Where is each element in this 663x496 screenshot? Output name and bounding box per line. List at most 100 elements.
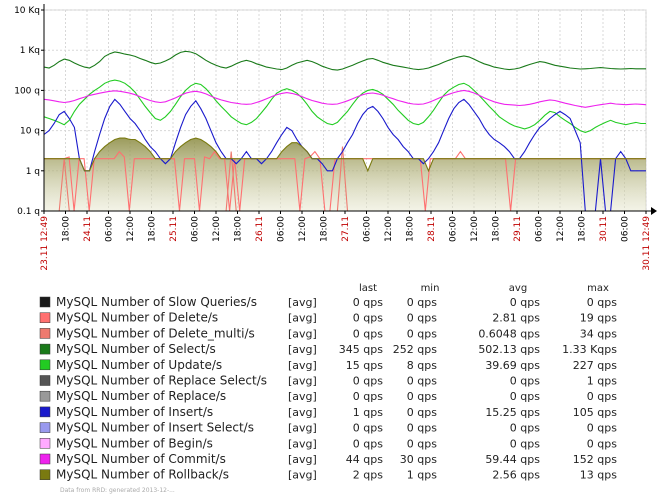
legend-last-value: 0 qps (353, 422, 383, 435)
legend-avg-value: 15.25 qps (485, 406, 540, 419)
legend-avg-value: 0 qps (510, 390, 540, 403)
y-axis-ticks: 0.1 q 1 q 10 q 100 q 1 Kq 10 Kq (14, 6, 44, 217)
legend-header-last: last (359, 283, 377, 294)
legend-max-value: 1 qps (587, 375, 617, 388)
legend-series-name: MySQL Number of Delete/s (56, 311, 218, 325)
x-tick-label: 06:00 (363, 216, 373, 242)
legend-swatch (39, 312, 51, 323)
legend-series-name: MySQL Number of Begin/s (56, 436, 213, 450)
legend-func: [avg] (288, 296, 317, 309)
legend-header-min: min (421, 283, 440, 294)
legend-series-name: MySQL Number of Insert/s (56, 405, 213, 419)
legend-swatch (39, 328, 51, 339)
legend-swatch (39, 422, 51, 433)
legend-max-value: 105 qps (573, 406, 617, 419)
y-tick-label: 10 q (20, 127, 40, 137)
legend-max-value: 13 qps (580, 469, 617, 482)
legend-func: [avg] (288, 453, 317, 466)
x-tick-label: 12:00 (470, 216, 480, 242)
legend-max-value: 19 qps (580, 312, 617, 325)
footer-note: Data from RRD: generated 2013-12-... (60, 487, 175, 494)
x-tick-label: 18:00 (578, 216, 588, 242)
x-tick-label: 18:00 (320, 216, 330, 242)
legend-func: [avg] (288, 469, 317, 482)
legend-avg-value: 2.81 qps (492, 312, 540, 325)
legend-avg-value: 0 qps (510, 375, 540, 388)
x-tick-label: 29.11 (513, 216, 523, 242)
x-tick-label: 18:00 (492, 216, 502, 242)
legend-min-value: 0 qps (407, 312, 437, 325)
x-tick-label: 18:00 (234, 216, 244, 242)
legend-min-value: 0 qps (407, 296, 437, 309)
legend-swatch (39, 375, 51, 386)
legend-series-name: MySQL Number of Slow Queries/s (56, 295, 257, 309)
legend-func: [avg] (288, 327, 317, 340)
legend-min-value: 0 qps (407, 390, 437, 403)
legend-avg-value: 502.13 qps (478, 343, 540, 356)
legend-max-value: 34 qps (580, 327, 617, 340)
legend-last-value: 44 qps (346, 453, 383, 466)
x-axis-ticks: 23.11 12:49 18:00 24.11 06:00 12:00 18:00 25.1… (40, 211, 652, 271)
legend-min-value: 0 qps (407, 406, 437, 419)
legend-series-name: MySQL Number of Delete_multi/s (56, 326, 255, 340)
series-line-11 (44, 137, 646, 173)
legend-swatch (39, 359, 51, 371)
legend-avg-value: 59.44 qps (485, 453, 540, 466)
legend-last-value: 1 qps (353, 406, 383, 419)
legend-func: [avg] (288, 312, 317, 325)
x-tick-label: 23.11 12:49 (40, 216, 50, 271)
legend-func: [avg] (288, 390, 317, 403)
legend-series-name: MySQL Number of Rollback/s (56, 468, 229, 482)
y-tick-label: 1 Kq (20, 46, 40, 56)
legend-func: [avg] (288, 359, 317, 372)
legend-max-value: 0 qps (587, 437, 617, 450)
legend-min-value: 0 qps (407, 327, 437, 340)
series-line-3 (43, 50, 646, 71)
legend-swatch (39, 390, 51, 402)
legend-last-value: 0 qps (353, 437, 383, 450)
legend-swatch (39, 406, 51, 418)
x-tick-label: 06:00 (277, 216, 287, 242)
legend-min-value: 252 qps (393, 343, 437, 356)
legend-func: [avg] (288, 422, 317, 435)
legend-min-value: 0 qps (407, 422, 437, 435)
x-tick-label: 12:00 (556, 216, 566, 242)
x-tick-label: 06:00 (621, 216, 631, 242)
legend-max-value: 0 qps (587, 390, 617, 403)
legend-avg-value: 0 qps (510, 422, 540, 435)
legend: last min avg max MySQL Number of Slow Querie… (39, 283, 617, 482)
series-line-10 (43, 89, 647, 108)
legend-max-value: 0 qps (587, 296, 617, 309)
legend-func: [avg] (288, 437, 317, 450)
legend-last-value: 0 qps (353, 327, 383, 340)
legend-avg-value: 0 qps (510, 296, 540, 309)
series-line-7 (43, 98, 646, 212)
legend-min-value: 0 qps (407, 375, 437, 388)
x-axis-arrow (651, 207, 657, 215)
y-tick-label: 0.1 q (17, 207, 40, 217)
legend-max-value: 152 qps (573, 453, 617, 466)
legend-last-value: 15 qps (346, 359, 383, 372)
legend-min-value: 8 qps (407, 359, 437, 372)
legend-func: [avg] (288, 343, 317, 356)
legend-series-name: MySQL Number of Insert Select/s (56, 421, 254, 435)
legend-swatch (39, 438, 51, 449)
legend-func: [avg] (288, 375, 317, 388)
x-tick-label: 30.11 12:49 (642, 216, 652, 271)
x-tick-label: 06:00 (535, 216, 545, 242)
x-tick-label: 25.11 (169, 216, 179, 242)
x-tick-label: 18:00 (406, 216, 416, 242)
x-tick-label: 18:00 (148, 216, 158, 242)
y-tick-label: 100 q (14, 86, 40, 96)
x-tick-label: 06:00 (105, 216, 115, 242)
legend-last-value: 0 qps (353, 296, 383, 309)
legend-max-value: 1.33 Kqps (562, 343, 617, 356)
x-tick-label: 12:00 (298, 216, 308, 242)
x-tick-label: 26.11 (255, 216, 265, 242)
legend-min-value: 30 qps (400, 453, 437, 466)
x-tick-label: 06:00 (191, 216, 201, 242)
legend-avg-value: 0.6048 qps (478, 327, 540, 340)
legend-header-avg: avg (509, 283, 527, 294)
x-tick-label: 27.11 (341, 216, 351, 242)
